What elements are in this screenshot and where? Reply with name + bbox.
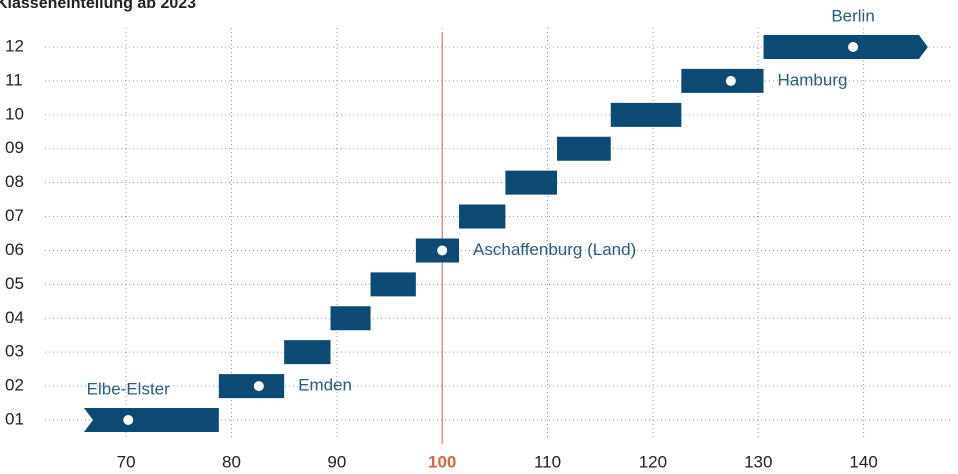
x-tick-label: 120 — [639, 452, 667, 471]
point-label: Hamburg — [778, 70, 848, 89]
x-tick-label: 110 — [534, 452, 561, 471]
y-tick-label: 11 — [5, 70, 23, 89]
y-tick-label: 07 — [5, 206, 24, 225]
x-tick-label: 130 — [744, 452, 772, 471]
point — [725, 75, 736, 86]
point-label: Berlin — [831, 6, 874, 25]
range-bar — [459, 204, 506, 229]
y-tick-label: 01 — [5, 409, 24, 428]
y-tick-label: 06 — [5, 240, 24, 259]
y-tick-label: 03 — [5, 342, 24, 361]
point-label: Elbe-Elster — [87, 379, 170, 398]
range-bar — [284, 340, 331, 365]
range-bar — [370, 272, 416, 297]
x-tick-label: 100 — [428, 452, 456, 471]
y-tick-label: 08 — [5, 172, 24, 191]
y-tick-label: 04 — [5, 308, 24, 327]
range-bar — [83, 408, 219, 432]
point — [848, 42, 859, 52]
y-tick-label: 02 — [5, 376, 24, 395]
point — [437, 245, 448, 256]
range-bar — [330, 306, 371, 331]
x-tick-label: 90 — [327, 452, 346, 471]
range-bar — [681, 68, 764, 93]
x-tick-label: 70 — [117, 452, 136, 471]
x-tick-label: 80 — [222, 452, 241, 471]
chart-title: Klasseneinteilung ab 2023 — [0, 0, 196, 12]
point — [123, 415, 134, 425]
point-label: Aschaffenburg (Land) — [473, 240, 636, 259]
x-tick-label: 140 — [849, 452, 877, 471]
range-bar — [763, 35, 928, 59]
y-tick-label: 05 — [5, 274, 24, 293]
range-bar — [505, 170, 558, 195]
y-tick-label: 09 — [5, 138, 24, 157]
point — [253, 381, 264, 392]
point-label: Emden — [298, 376, 352, 395]
y-tick-label: 10 — [5, 104, 24, 123]
y-tick-label: 12 — [5, 36, 24, 55]
range-bar — [610, 102, 682, 127]
range-bar — [557, 136, 611, 161]
range-bar — [218, 374, 285, 399]
